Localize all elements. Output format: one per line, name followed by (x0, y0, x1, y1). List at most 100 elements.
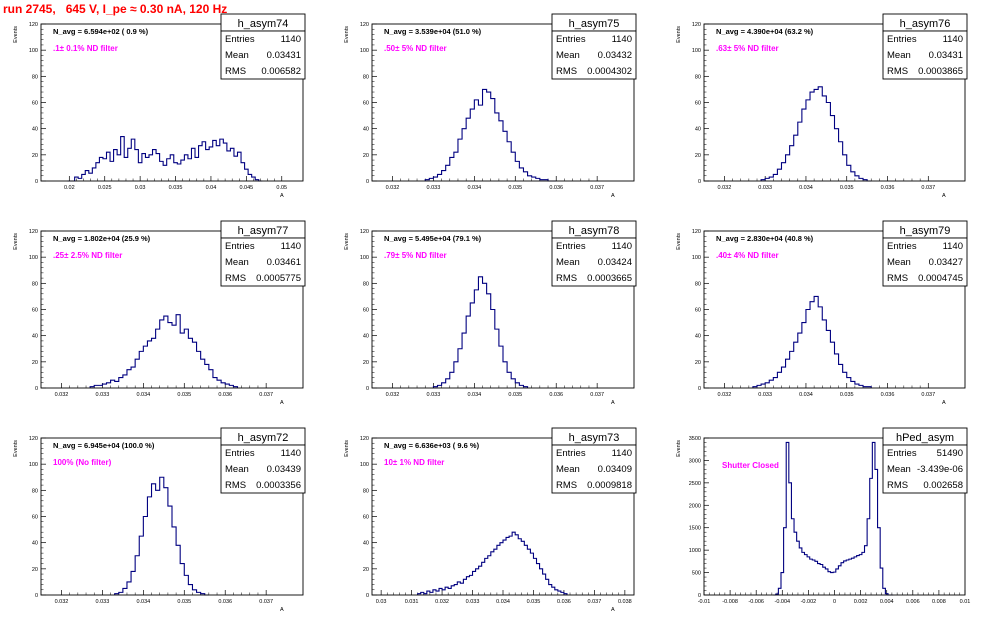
histogram-line (67, 135, 263, 182)
plot-frame (40, 23, 304, 182)
stats-label-entries: Entries (556, 241, 586, 252)
y-tick-label: 0 (698, 386, 701, 392)
y-tick-label: 0 (35, 593, 38, 599)
stats-title: h_asym78 (569, 225, 620, 237)
x-tick-label: 0.03 (135, 185, 146, 191)
filter-annotation: .79± 5% ND filter (384, 251, 447, 260)
stats-value-rms: 0.0003356 (256, 480, 301, 491)
x-tick-label: 0.034 (136, 599, 150, 605)
x-axis-label: A (280, 193, 284, 199)
stats-label-rms: RMS (887, 273, 908, 284)
y-tick-label: 80 (32, 74, 38, 80)
stats-label-mean: Mean (887, 50, 911, 61)
n-avg-label: N_avg = 2.830e+04 (40.8 %) (716, 234, 814, 243)
stats-title: hPed_asym (896, 432, 954, 444)
stats-value-rms: 0.0004302 (587, 66, 632, 77)
stats-value-rms: 0.0005775 (256, 273, 301, 284)
histogram-line (114, 476, 209, 596)
x-tick-label: 0.037 (588, 599, 602, 605)
x-tick-label: 0.037 (921, 392, 935, 398)
x-tick-label: 0.008 (932, 599, 946, 605)
x-tick-label: 0.035 (508, 185, 522, 191)
y-tick-label: 120 (360, 436, 369, 442)
y-axis-label: Events (676, 233, 682, 250)
y-tick-label: 0 (366, 593, 369, 599)
x-tick-label: 0.034 (496, 599, 510, 605)
y-tick-label: 3000 (689, 458, 701, 464)
x-tick-label: -0.01 (698, 599, 711, 605)
y-tick-label: 0 (366, 386, 369, 392)
y-tick-label: 40 (32, 127, 38, 133)
stats-value-mean: 0.03424 (598, 257, 632, 268)
x-axis-label: A (942, 193, 946, 199)
stats-title: h_asym79 (900, 225, 951, 237)
stats-title: h_asym72 (238, 432, 289, 444)
stats-box (220, 444, 306, 494)
x-tick-label: 0.036 (881, 185, 895, 191)
histogram-line (760, 86, 872, 182)
stats-value-entries: 1140 (612, 448, 632, 459)
stats-title: h_asym75 (569, 18, 620, 30)
filter-annotation: .40± 4% ND filter (716, 251, 779, 260)
x-tick-label: 0.037 (259, 599, 273, 605)
histogram-pad-h_asym72: 0 20 40 60 80 100 120 0.032 0.033 0.034 0.035 0.036… (13, 427, 306, 613)
x-tick-label: -0.006 (748, 599, 764, 605)
y-tick-label: 100 (29, 48, 38, 54)
n-avg-label: N_avg = 6.636e+03 ( 9.6 %) (384, 441, 480, 450)
y-tick-label: 60 (695, 101, 701, 107)
n-avg-label: N_avg = 3.539e+04 (51.0 %) (384, 27, 482, 36)
y-tick-label: 100 (360, 462, 369, 468)
histogram-pad-h_asym79: 0 20 40 60 80 100 120 0.032 0.033 0.034 0.035 0.036… (676, 220, 968, 406)
x-tick-label: 0.031 (405, 599, 419, 605)
stats-value-mean: 0.03432 (598, 50, 632, 61)
y-tick-label: 60 (695, 308, 701, 314)
x-axis-label: A (942, 400, 946, 406)
x-tick-label: 0.035 (840, 185, 854, 191)
stats-value-mean: 0.03461 (267, 257, 301, 268)
plot-frame (371, 230, 635, 389)
stats-label-entries: Entries (556, 34, 586, 45)
stats-value-entries: 1140 (943, 34, 963, 45)
y-tick-label: 3500 (689, 436, 701, 442)
stats-value-mean: 0.03431 (267, 50, 301, 61)
filter-annotation: 10± 1% ND filter (384, 458, 444, 467)
x-tick-label: 0.025 (98, 185, 112, 191)
x-tick-label: 0.03 (376, 599, 387, 605)
filter-annotation: .50± 5% ND filter (384, 44, 447, 53)
y-tick-label: 20 (695, 360, 701, 366)
x-tick-label: 0.032 (435, 599, 449, 605)
stats-value-entries: 1140 (612, 241, 632, 252)
stats-label-mean: Mean (225, 464, 249, 475)
x-tick-label: 0.036 (218, 392, 232, 398)
y-tick-label: 80 (363, 281, 369, 287)
y-axis-label: Events (344, 26, 350, 43)
x-tick-label: 0.033 (758, 392, 772, 398)
x-tick-label: 0 (833, 599, 836, 605)
stats-label-rms: RMS (225, 66, 246, 77)
y-tick-label: 40 (695, 334, 701, 340)
y-axis-label: Events (344, 440, 350, 457)
histogram-line (417, 531, 568, 595)
x-tick-label: 0.033 (96, 392, 110, 398)
y-tick-label: 0 (366, 179, 369, 185)
y-tick-label: 120 (692, 22, 701, 28)
stats-box (551, 30, 637, 80)
y-tick-label: 100 (29, 462, 38, 468)
y-tick-label: 80 (363, 74, 369, 80)
histogram-pad-h_asym77: 0 20 40 60 80 100 120 0.032 0.033 0.034 0.035 0.036… (13, 220, 306, 406)
stats-label-entries: Entries (225, 34, 255, 45)
stats-label-rms: RMS (556, 273, 577, 284)
histogram-pad-h_asym78: 0 20 40 60 80 100 120 0.032 0.033 0.034 0.035 0.036… (344, 220, 637, 406)
histogram-line (752, 295, 872, 388)
y-axis-label: Events (676, 440, 682, 457)
y-tick-label: 20 (32, 153, 38, 159)
y-tick-label: 40 (32, 541, 38, 547)
y-tick-label: 1000 (689, 548, 701, 554)
x-axis-label: A (611, 193, 615, 199)
x-axis-label: A (611, 607, 615, 613)
y-axis-label: Events (13, 26, 19, 43)
stats-label-entries: Entries (887, 241, 917, 252)
filter-annotation: .25± 2.5% ND filter (53, 251, 122, 260)
